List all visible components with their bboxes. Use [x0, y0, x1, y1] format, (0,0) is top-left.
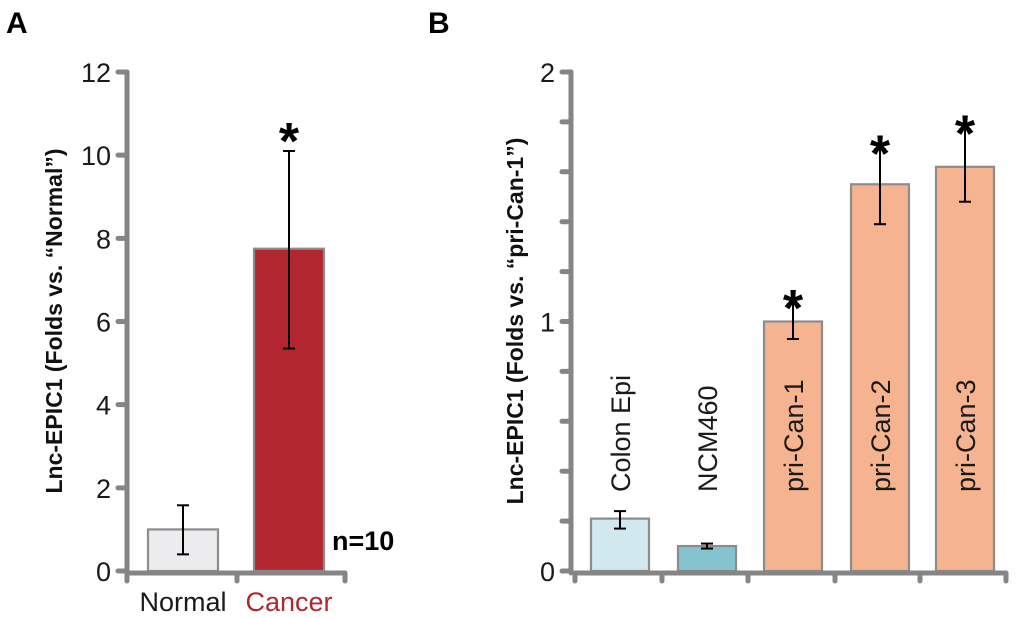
y-tick-label: 2 [96, 474, 111, 504]
category-label: pri-Can-1 [779, 379, 809, 492]
y-tick-label: 0 [96, 557, 111, 587]
significance-star: * [783, 280, 804, 338]
y-tick-label: 4 [96, 391, 111, 421]
sample-size-annotation: n=10 [332, 526, 394, 556]
category-label: Normal [139, 587, 226, 617]
y-tick-label: 12 [81, 58, 111, 88]
category-label: NCM460 [693, 385, 723, 492]
bar-pri-can-3 [934, 165, 996, 573]
panel-label-a: A [6, 7, 28, 40]
bar-pri-can-2 [849, 183, 911, 573]
chart-panel-a: Lnc-EPIC1 (Folds vs. “Normal”) 0 2 4 6 8 10 12 *… [41, 58, 394, 617]
significance-star: * [870, 125, 891, 183]
chart-panel-b: Lnc-EPIC1 (Folds vs. “pri-Can-1”) 0 1 2 * * * C… [502, 58, 1009, 587]
y-axis-label: Lnc-EPIC1 (Folds vs. “pri-Can-1”) [502, 138, 528, 505]
y-tick-label: 1 [540, 308, 555, 338]
significance-star: * [279, 113, 300, 171]
bar-ncm460 [676, 544, 738, 573]
y-tick-label: 8 [96, 224, 111, 254]
y-tick-label: 6 [96, 308, 111, 338]
category-label: pri-Can-2 [866, 379, 896, 492]
panel-label-b: B [428, 7, 450, 40]
y-tick-label: 0 [540, 557, 555, 587]
significance-star: * [955, 105, 976, 163]
y-tick-label: 2 [540, 58, 555, 88]
bar-pri-can-1 [762, 320, 824, 573]
y-axis-label: Lnc-EPIC1 (Folds vs. “Normal”) [41, 148, 67, 493]
category-label: Colon Epi [606, 375, 636, 492]
category-label: pri-Can-3 [951, 379, 981, 492]
y-tick-label: 10 [81, 141, 111, 171]
category-label: Cancer [245, 587, 332, 617]
